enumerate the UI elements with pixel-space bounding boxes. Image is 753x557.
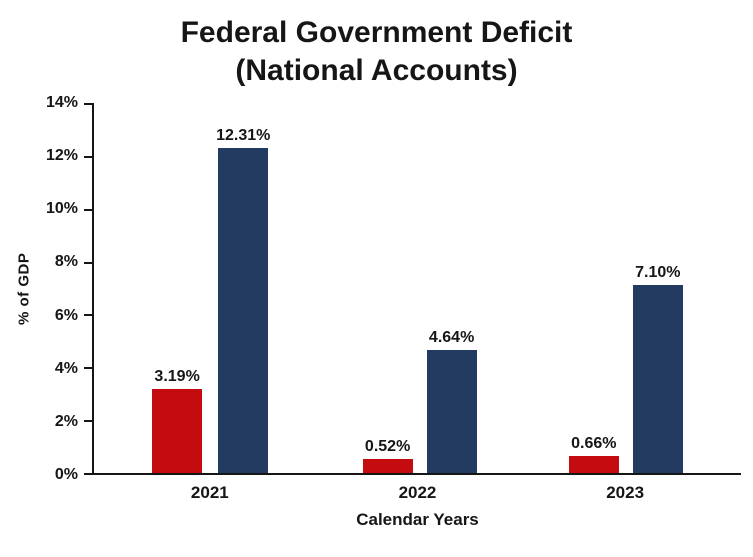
bar-value-label: 0.66%: [571, 434, 617, 452]
chart-body: % of GDP 14% 12% 10% 8% 6% 4% 2% 0% 3.19% 12.31%…: [12, 94, 741, 483]
plot-area: 3.19% 12.31% 0.52% 4.64% 0.66% 7.10%: [92, 103, 741, 475]
bar-value-label: 7.10%: [635, 264, 681, 282]
axis-spacer: [12, 503, 94, 530]
navy-series-column: 12.31%: [216, 103, 270, 473]
chart-title-line1: Federal Government Deficit: [180, 16, 573, 49]
x-axis-title: Calendar Years: [356, 510, 479, 529]
x-tick-row: 2021 2022 2023: [12, 475, 741, 503]
y-tick-mark: [84, 103, 92, 105]
red-series-column: 0.52%: [362, 103, 413, 473]
navy-series-column: 7.10%: [632, 103, 683, 473]
x-tick-label-2023: 2023: [606, 483, 645, 502]
axis-spacer: [12, 475, 94, 503]
y-tick-mark: [84, 472, 92, 475]
bar-value-label: 3.19%: [154, 367, 200, 385]
y-tick-mark: [84, 208, 92, 211]
navy-series-bar: [632, 285, 683, 473]
red-series-bar: [152, 388, 203, 473]
y-tick-mark: [84, 314, 92, 317]
navy-series-bar: [218, 147, 269, 473]
navy-series-column: 4.64%: [426, 103, 477, 473]
navy-series-bar: [426, 350, 477, 473]
bar-value-label: 0.52%: [364, 438, 411, 456]
chart-title-line2: (National Accounts): [235, 53, 518, 87]
x-tick-label-2021: 2021: [190, 483, 229, 502]
red-series-column: 0.66%: [568, 103, 619, 473]
x-tick-label-2022: 2022: [398, 483, 437, 502]
y-tick-mark: [84, 420, 92, 423]
y-tick-labels: 14% 12% 10% 8% 6% 4% 2% 0%: [45, 94, 78, 483]
y-tick-mark: [84, 261, 92, 264]
chart-title: Federal Government Deficit (National Acc…: [12, 14, 741, 89]
bar-group-2021: 3.19% 12.31%: [152, 103, 270, 473]
bar-value-label: 4.64%: [428, 329, 475, 347]
red-series-bar: [568, 455, 619, 473]
y-tick-mark: [84, 367, 92, 370]
x-axis-title-row: Calendar Years: [12, 503, 741, 530]
bar-group-2023: 0.66% 7.10%: [568, 103, 683, 473]
x-tick-labels: 2021 2022 2023: [94, 483, 741, 503]
red-series-column: 3.19%: [152, 103, 203, 473]
bar-value-label: 12.31%: [216, 126, 271, 144]
bar-group-2022: 0.52% 4.64%: [362, 103, 477, 473]
y-tick-marks: [84, 103, 92, 475]
red-series-bar: [362, 459, 413, 473]
y-axis-title: % of GDP: [15, 252, 33, 326]
y-tick-mark: [84, 155, 92, 158]
